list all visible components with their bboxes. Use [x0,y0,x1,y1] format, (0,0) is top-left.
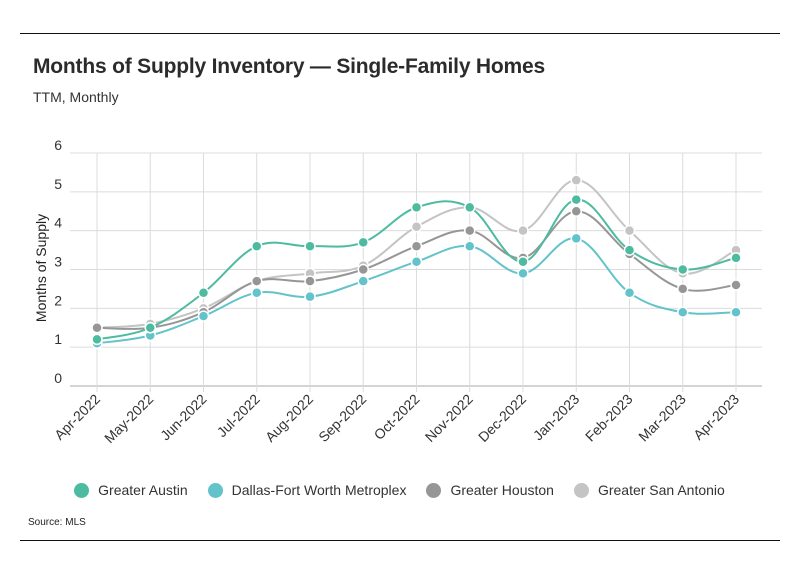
legend-label: Greater San Antonio [597,482,725,498]
x-tick-label: Jul-2022 [214,391,263,440]
data-point [464,240,476,252]
legend: Greater Austin Dallas-Fort Worth Metrople… [0,480,799,500]
data-point [410,240,423,252]
y-axis-title: Months of Supply [33,214,49,322]
data-point [91,322,103,334]
data-point [570,232,582,245]
y-tick-label: 6 [54,137,62,153]
x-tick-label: Apr-2022 [51,391,103,443]
x-tick-label: Apr-2023 [690,391,742,443]
data-point [570,193,582,206]
y-tick-label: 1 [54,331,62,347]
legend-item: Greater Austin [74,482,188,498]
data-point [623,224,636,237]
series-group [91,174,742,350]
y-axis: 0 1 2 3 4 5 6 [54,137,62,386]
data-point [730,279,742,291]
legend-swatch [74,482,90,498]
x-tick-label: Aug-2022 [262,391,316,445]
y-tick-label: 4 [54,215,62,231]
data-point [357,236,369,249]
data-point [251,240,263,252]
legend-swatch [207,482,223,498]
data-point [357,263,369,276]
data-point [623,287,636,299]
bottom-rule [20,540,780,541]
grid [70,152,762,392]
data-point [251,287,263,299]
x-tick-label: Dec-2022 [475,391,529,445]
data-point [517,267,529,280]
data-point [91,333,103,346]
data-point [677,283,689,295]
data-point [304,290,316,303]
legend-swatch [426,482,442,498]
legend-item: Dallas-Fort Worth Metroplex [207,482,407,498]
data-point [677,263,689,276]
x-tick-label: Feb-2023 [582,391,636,445]
data-point [144,322,156,334]
data-point [410,221,423,233]
chart-title: Months of Supply Inventory — Single-Fami… [33,55,545,78]
data-point [304,240,316,252]
data-point [730,306,742,318]
data-point [197,287,210,299]
y-tick-label: 5 [54,176,62,192]
data-point [623,244,636,256]
data-point [570,174,582,186]
chart-subtitle: TTM, Monthly [33,89,119,105]
data-point [197,310,210,322]
top-rule [20,33,780,34]
x-tick-label: Jan-2023 [530,391,583,444]
data-point [304,275,316,287]
x-tick-label: Jun-2022 [157,391,210,444]
data-point [677,306,689,318]
series-greater-austin [91,193,742,346]
x-tick-label: Oct-2022 [371,391,423,443]
legend-item: Greater San Antonio [573,482,725,498]
x-tick-label: May-2022 [101,391,156,446]
data-point [517,224,529,237]
x-tick-label: Mar-2023 [635,391,689,445]
legend-item: Greater Houston [426,482,554,498]
data-point [464,201,476,214]
data-point [730,252,742,264]
x-tick-label: Sep-2022 [315,391,369,445]
legend-label: Dallas-Fort Worth Metroplex [231,482,407,498]
legend-label: Greater Houston [450,482,554,498]
data-point [570,205,582,217]
source-note: Source: MLS [28,517,86,528]
data-point [251,275,263,287]
data-point [517,255,529,268]
legend-label: Greater Austin [98,482,188,498]
data-point [357,275,369,287]
legend-swatch [573,482,589,498]
y-tick-label: 0 [54,370,62,386]
y-tick-label: 3 [54,254,62,270]
data-point [410,255,423,268]
data-point [410,201,423,214]
x-tick-label: Nov-2022 [422,391,476,445]
data-point [464,224,476,237]
y-tick-label: 2 [54,292,62,308]
